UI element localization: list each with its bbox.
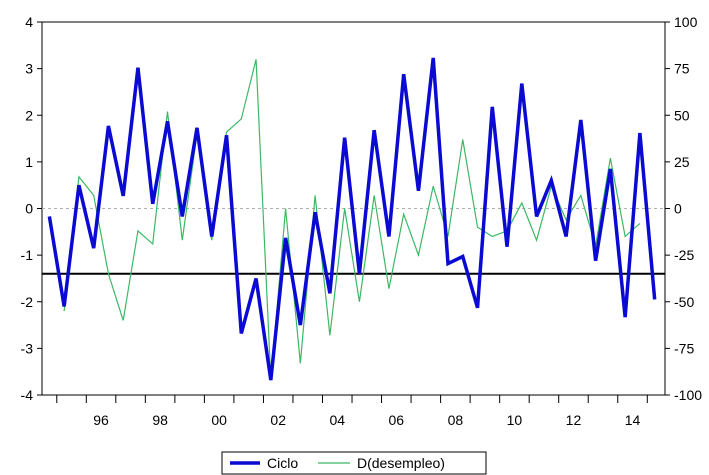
left-axis-tick-label: 0 bbox=[25, 201, 33, 217]
right-axis-tick-label: 75 bbox=[674, 61, 690, 77]
right-axis-tick-label: -100 bbox=[674, 387, 702, 403]
legend-box bbox=[221, 451, 487, 475]
right-axis-tick-label: 25 bbox=[674, 154, 690, 170]
x-axis-tick-label: 08 bbox=[448, 412, 464, 428]
x-axis: 96 98 00 02 04 06 08 10 12 14 bbox=[56, 395, 648, 428]
left-axis-tick-label: -1 bbox=[21, 247, 34, 263]
right-axis-tick-label: 50 bbox=[674, 107, 690, 123]
right-axis-tick-label: 0 bbox=[674, 201, 682, 217]
x-axis-tick-label: 04 bbox=[329, 412, 345, 428]
series-line-ciclo bbox=[47, 57, 657, 381]
x-axis-tick-label: 02 bbox=[270, 412, 286, 428]
left-axis-tick-label: 2 bbox=[25, 107, 33, 123]
x-axis-tick-label: 10 bbox=[507, 412, 523, 428]
left-axis-tick-label: 3 bbox=[25, 61, 33, 77]
left-axis-tick-label: 4 bbox=[25, 14, 33, 30]
right-axis-tick-label: -50 bbox=[674, 294, 694, 310]
series-layer bbox=[47, 57, 657, 381]
left-axis-tick-label: -2 bbox=[21, 294, 34, 310]
legend: Ciclo D(desempleo) bbox=[221, 451, 487, 475]
legend-label-desempleo: D(desempleo) bbox=[357, 455, 445, 471]
left-axis: -4 -3 -2 -1 0 1 2 3 4 bbox=[21, 14, 42, 403]
x-axis-tick-label: 14 bbox=[625, 412, 641, 428]
series-line-desempleo bbox=[63, 59, 641, 381]
legend-label-ciclo: Ciclo bbox=[267, 455, 298, 471]
left-axis-tick-label: -4 bbox=[21, 387, 34, 403]
right-axis-tick-label: -25 bbox=[674, 247, 694, 263]
x-axis-tick-label: 06 bbox=[389, 412, 405, 428]
right-axis: -100 -75 -50 -25 0 25 50 75 100 bbox=[665, 14, 702, 403]
left-axis-tick-label: 1 bbox=[25, 154, 33, 170]
right-axis-tick-label: 100 bbox=[674, 14, 698, 30]
x-axis-tick-label: 00 bbox=[211, 412, 227, 428]
x-axis-tick-label: 12 bbox=[566, 412, 582, 428]
x-axis-tick-label: 96 bbox=[93, 412, 109, 428]
right-axis-tick-label: -75 bbox=[674, 340, 694, 356]
left-axis-tick-label: -3 bbox=[21, 340, 34, 356]
x-axis-tick-label: 98 bbox=[152, 412, 168, 428]
